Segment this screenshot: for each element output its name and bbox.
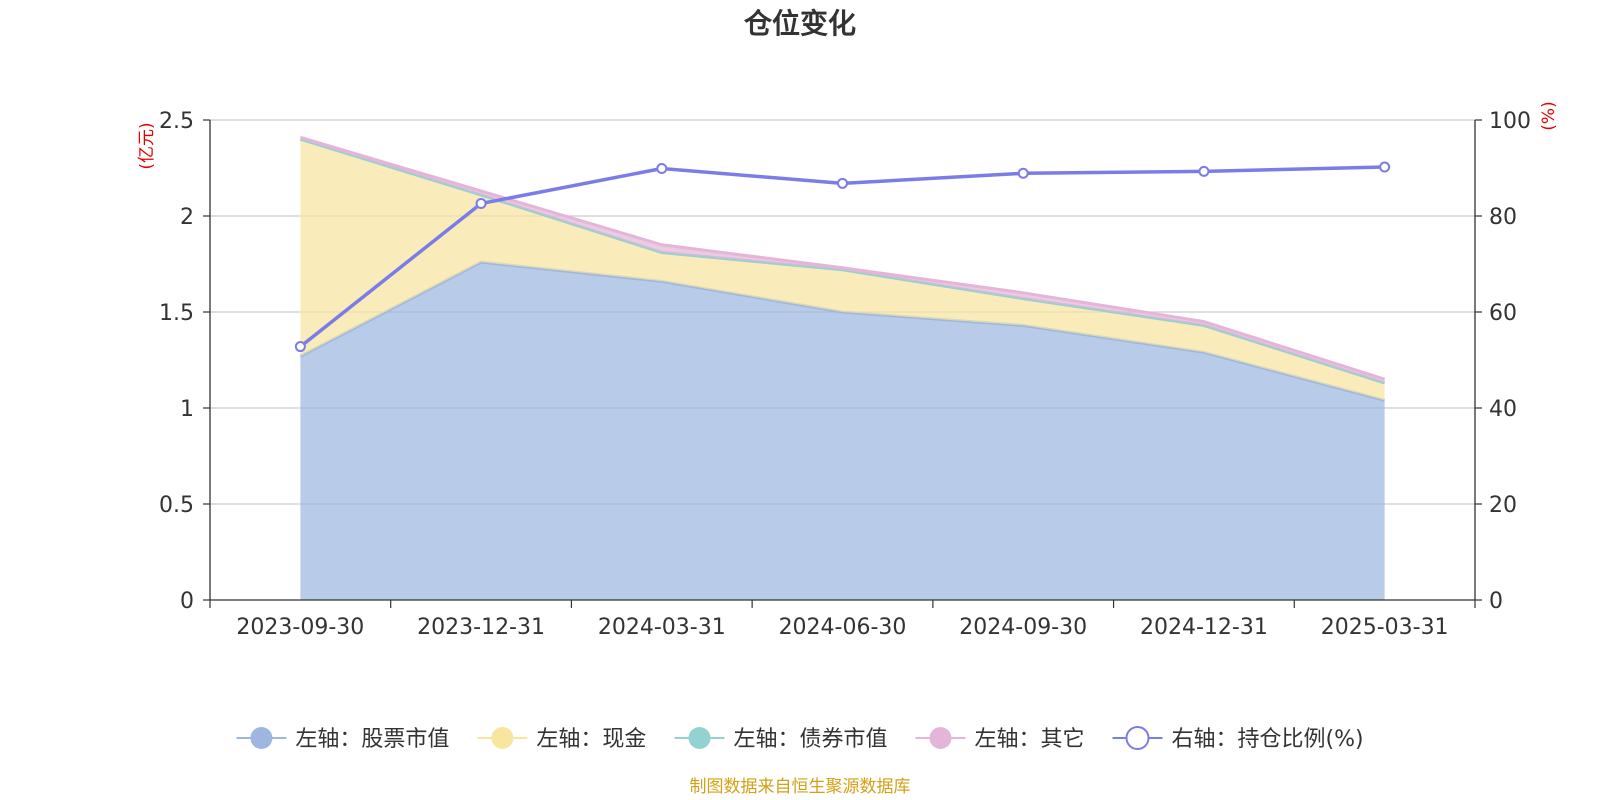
- x-tick-label: 2024-12-31: [1140, 615, 1268, 640]
- legend-item-other[interactable]: 左轴：其它: [915, 727, 1085, 752]
- right-tick-label: 80: [1489, 205, 1517, 230]
- left-tick-label: 2: [180, 205, 194, 230]
- legend-label: 右轴：持仓比例(%): [1172, 727, 1364, 752]
- legend[interactable]: 左轴：股票市值 左轴：现金 左轴：债券市值 左轴：其它 右轴：持仓比例(%): [236, 726, 1364, 752]
- right-tick-label: 20: [1489, 493, 1517, 518]
- legend-label: 左轴：其它: [975, 727, 1085, 752]
- ratio-point[interactable]: [1017, 167, 1029, 179]
- x-tick-label: 2024-03-31: [598, 615, 726, 640]
- area-edge-other: [299, 135, 1386, 381]
- legend-marker: [1125, 726, 1150, 750]
- ratio-point[interactable]: [837, 177, 848, 189]
- legend-item-cash[interactable]: 左轴：现金: [477, 727, 646, 752]
- area-stock: [300, 262, 1385, 600]
- x-tick-label: 2023-09-30: [236, 615, 364, 640]
- legend-label: 左轴：债券市值: [734, 727, 888, 752]
- x-tick-label: 2023-12-31: [417, 615, 545, 640]
- ratio-line: [294, 161, 1391, 353]
- left-tick-label: 0.5: [159, 493, 194, 518]
- legend-marker: [491, 727, 514, 749]
- legend-item-bond[interactable]: 左轴：债券市值: [674, 727, 888, 752]
- x-tick-label: 2024-09-30: [959, 615, 1087, 640]
- right-axis-unit: (%): [1539, 101, 1559, 130]
- legend-label: 左轴：现金: [536, 727, 646, 752]
- ratio-point[interactable]: [1198, 165, 1210, 177]
- left-axis-unit: (亿元): [137, 122, 157, 169]
- chart-title: 仓位变化: [744, 7, 856, 40]
- right-tick-label: 40: [1489, 397, 1517, 422]
- legend-marker: [929, 727, 952, 749]
- axes: 0 0.5 1 1.5 2 2.5 0 20 40 60 80 100 2023-09-30 2023-1…: [159, 109, 1531, 640]
- left-tick-label: 1: [180, 397, 194, 422]
- legend-label: 左轴：股票市值: [295, 727, 449, 752]
- legend-item-ratio[interactable]: 右轴：持仓比例(%): [1112, 726, 1364, 752]
- right-tick-label: 100: [1489, 109, 1531, 134]
- legend-item-stock[interactable]: 左轴：股票市值: [236, 727, 449, 752]
- legend-marker: [250, 727, 273, 749]
- right-tick-label: 0: [1489, 589, 1503, 614]
- left-tick-label: 1.5: [159, 301, 194, 326]
- left-tick-label: 0: [180, 589, 194, 614]
- stacked-areas: [299, 135, 1386, 600]
- source-note: 制图数据来自恒生聚源数据库: [690, 777, 911, 797]
- x-tick-label: 2024-06-30: [779, 615, 907, 640]
- right-tick-label: 60: [1489, 301, 1517, 326]
- ratio-point[interactable]: [475, 198, 487, 210]
- ratio-point[interactable]: [656, 162, 668, 174]
- left-tick-label: 2.5: [159, 109, 194, 134]
- area-cash: [300, 139, 1385, 401]
- ratio-point[interactable]: [1379, 161, 1391, 173]
- x-tick-label: 2025-03-31: [1321, 615, 1449, 640]
- ratio-point[interactable]: [294, 341, 306, 353]
- legend-marker: [688, 727, 711, 749]
